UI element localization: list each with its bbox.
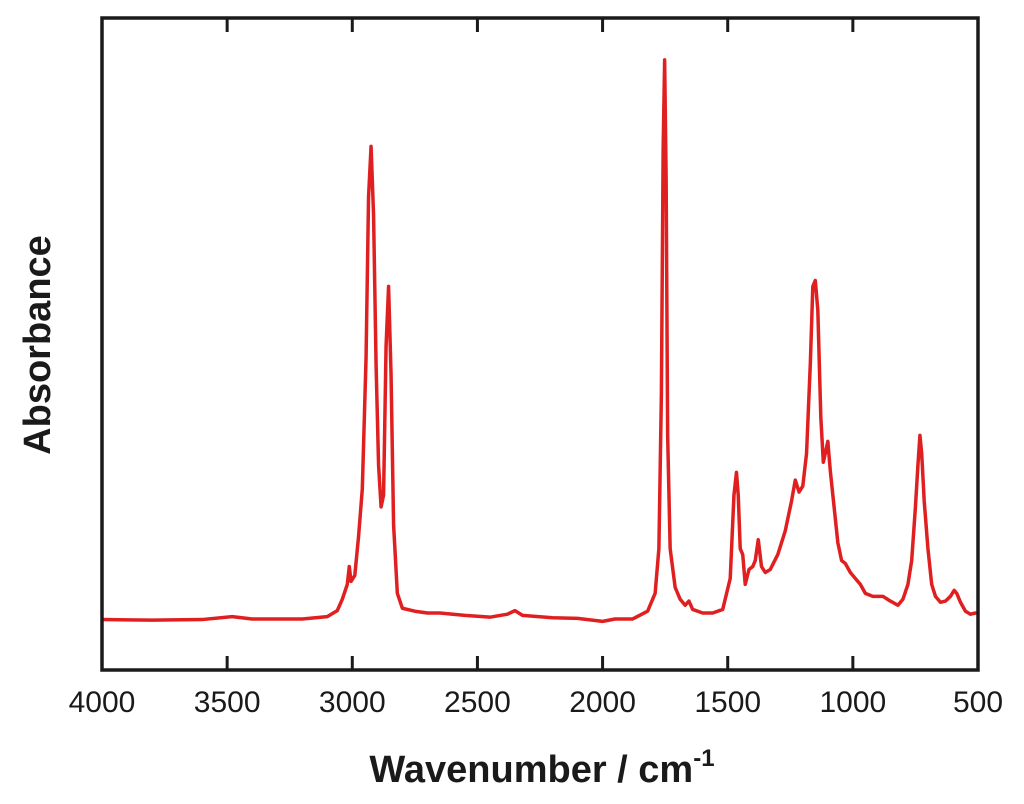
plot-frame xyxy=(100,16,980,672)
x-tick-label-1000: 1000 xyxy=(819,686,886,719)
x-axis-title: Wavenumber / cm-1 xyxy=(369,745,714,791)
plot-layer xyxy=(101,58,978,624)
x-tick-label-4000: 4000 xyxy=(69,686,136,719)
x-tick-label-2500: 2500 xyxy=(444,686,511,719)
x-tick-label-3500: 3500 xyxy=(194,686,261,719)
x-tick-label-500: 500 xyxy=(953,686,1003,719)
y-axis-title: Absorbance xyxy=(17,235,59,455)
x-axis-ticks: 4000 3500 3000 2500 2000 1500 1000 500 xyxy=(69,18,1003,719)
x-tick-label-3000: 3000 xyxy=(319,686,386,719)
x-tick-label-2000: 2000 xyxy=(569,686,636,719)
x-axis-title-main: Wavenumber / cm xyxy=(369,749,693,791)
x-axis-title-superscript: -1 xyxy=(693,745,714,772)
spectrum-line-0 xyxy=(101,58,978,624)
x-tick-label-1500: 1500 xyxy=(694,686,761,719)
